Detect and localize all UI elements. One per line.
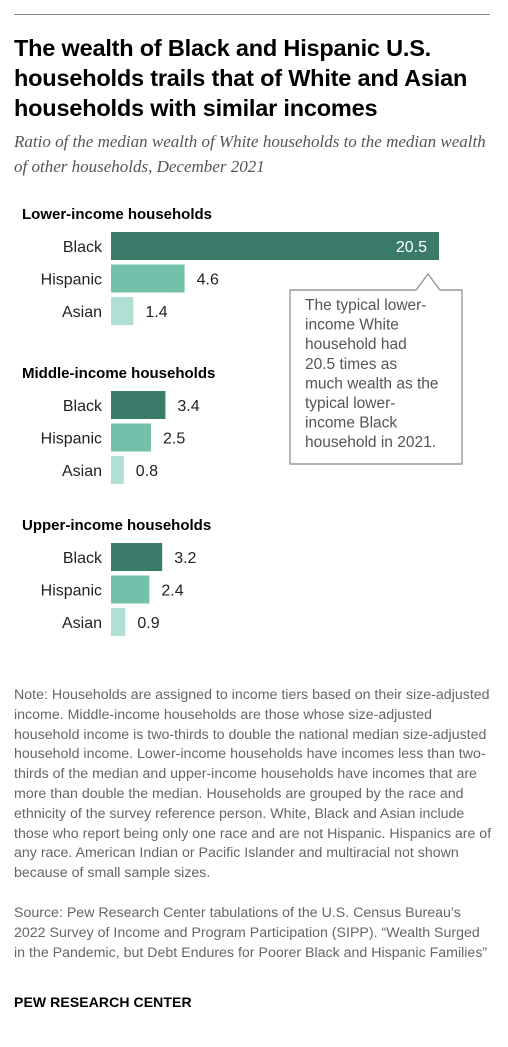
category-label: Hispanic [41,272,102,289]
brand-logo-text: PEW RESEARCH CENTER [14,994,192,1010]
bar [111,575,150,604]
annotation-text: 20.5 times as [305,356,397,373]
bar [111,264,185,293]
category-label: Hispanic [41,431,102,448]
category-label: Asian [62,304,102,321]
data-label: 3.2 [174,550,196,567]
bar [111,297,134,325]
bar [111,423,151,452]
bar [111,543,163,571]
bar [111,608,126,636]
category-label: Black [63,550,103,567]
data-label: 2.4 [161,583,183,600]
category-label: Black [63,398,103,415]
group-label: Upper-income households [22,517,211,534]
group-label: Middle-income households [22,365,215,382]
category-label: Asian [62,615,102,632]
data-label: 0.9 [137,615,159,632]
category-label: Hispanic [41,583,102,600]
bar [111,456,124,484]
chart-note: Note: Households are assigned to income … [14,687,492,882]
data-label: 0.8 [136,463,158,480]
category-label: Asian [62,463,102,480]
bar-chart: Lower-income households Black 20.5 Hispanic… [22,206,463,636]
data-label: 20.5 [396,239,427,256]
chart-subtitle: Ratio of the median wealth of White hous… [14,132,486,176]
bar [111,232,439,260]
data-label: 1.4 [145,304,167,321]
annotation-text: household had [305,336,407,353]
group-label: Lower-income households [22,206,212,223]
bar [111,391,166,419]
annotation-text: much wealth as the [305,375,439,392]
annotation-text: The typical lower- [305,297,426,314]
annotation-text: income Black [305,415,397,432]
top-rule [14,14,490,15]
category-label: Black [63,239,103,256]
data-label: 3.4 [177,398,199,415]
data-label: 2.5 [163,431,185,448]
chart-title: The wealth of Black and Hispanic U.S. ho… [14,35,468,121]
annotation-box [289,272,463,465]
annotation-text: income White [305,317,399,334]
chart-source: Source: Pew Research Center tabulations … [14,905,488,961]
annotation-text: typical lower- [305,395,395,412]
data-label: 4.6 [197,272,219,289]
annotation-text: household in 2021. [305,434,436,451]
